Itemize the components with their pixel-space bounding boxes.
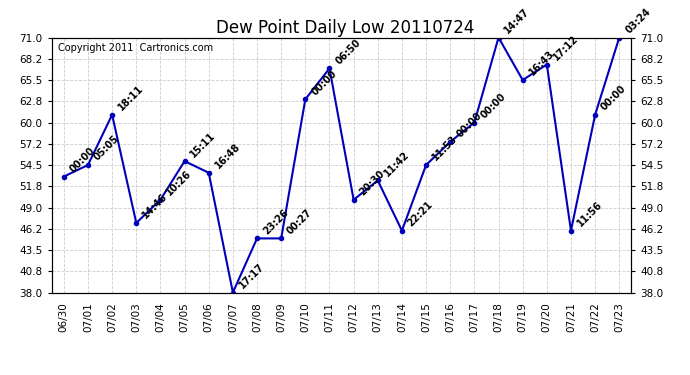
Text: 05:05: 05:05	[92, 134, 121, 163]
Text: 00:00: 00:00	[600, 84, 629, 112]
Text: 00:00: 00:00	[479, 92, 508, 120]
Text: 22:21: 22:21	[406, 200, 435, 228]
Text: 16:48: 16:48	[213, 141, 242, 171]
Text: 00:27: 00:27	[286, 207, 315, 236]
Text: 18:11: 18:11	[117, 84, 146, 112]
Text: 17:12: 17:12	[551, 33, 580, 62]
Text: 14:47: 14:47	[503, 6, 532, 35]
Text: 03:24: 03:24	[624, 6, 653, 35]
Text: 11:42: 11:42	[382, 149, 411, 178]
Text: 11:56: 11:56	[575, 200, 604, 228]
Text: Dew Point Daily Low 20110724: Dew Point Daily Low 20110724	[216, 19, 474, 37]
Text: 15:11: 15:11	[189, 130, 218, 159]
Text: 00:00: 00:00	[455, 111, 484, 140]
Text: 23:26: 23:26	[262, 207, 290, 236]
Text: 00:00: 00:00	[68, 146, 97, 174]
Text: 14:46: 14:46	[141, 192, 170, 221]
Text: 10:26: 10:26	[165, 169, 194, 198]
Text: 16:43: 16:43	[527, 49, 556, 78]
Text: 20:30: 20:30	[358, 169, 387, 198]
Text: 17:17: 17:17	[237, 261, 266, 290]
Text: 11:53: 11:53	[431, 134, 460, 163]
Text: 06:50: 06:50	[334, 37, 363, 66]
Text: 00:00: 00:00	[310, 68, 339, 97]
Text: Copyright 2011  Cartronics.com: Copyright 2011 Cartronics.com	[57, 43, 213, 52]
